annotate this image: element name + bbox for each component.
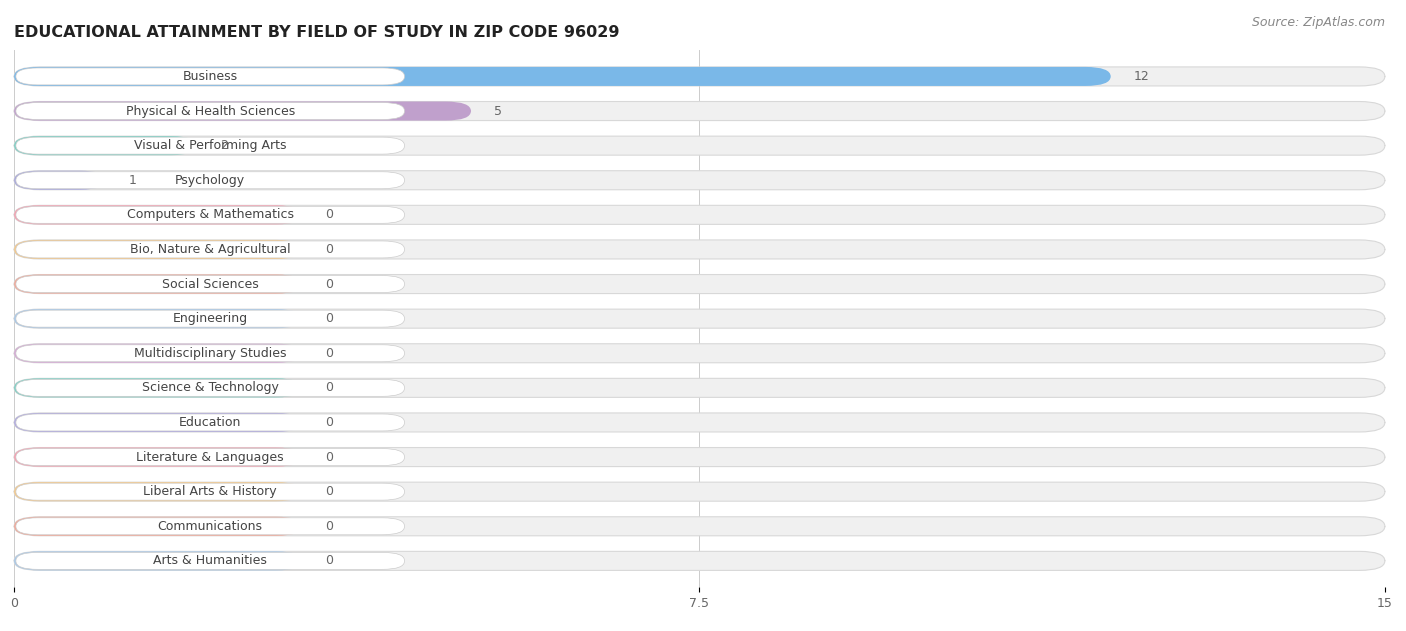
FancyBboxPatch shape (14, 517, 1385, 536)
FancyBboxPatch shape (14, 274, 302, 293)
Text: Computers & Mathematics: Computers & Mathematics (127, 208, 294, 221)
FancyBboxPatch shape (14, 482, 302, 501)
Text: Source: ZipAtlas.com: Source: ZipAtlas.com (1251, 16, 1385, 29)
Text: Visual & Performing Arts: Visual & Performing Arts (134, 139, 287, 152)
FancyBboxPatch shape (14, 344, 1385, 363)
FancyBboxPatch shape (14, 136, 1385, 155)
FancyBboxPatch shape (14, 240, 1385, 259)
Text: Science & Technology: Science & Technology (142, 381, 278, 394)
FancyBboxPatch shape (14, 309, 302, 328)
FancyBboxPatch shape (14, 379, 302, 398)
FancyBboxPatch shape (14, 240, 302, 259)
FancyBboxPatch shape (15, 414, 405, 431)
FancyBboxPatch shape (15, 103, 405, 119)
FancyBboxPatch shape (15, 449, 405, 466)
FancyBboxPatch shape (14, 274, 1385, 293)
FancyBboxPatch shape (15, 379, 405, 396)
FancyBboxPatch shape (15, 68, 405, 85)
FancyBboxPatch shape (15, 172, 405, 189)
FancyBboxPatch shape (14, 551, 302, 570)
FancyBboxPatch shape (15, 345, 405, 362)
FancyBboxPatch shape (14, 205, 302, 225)
FancyBboxPatch shape (14, 171, 105, 190)
Text: Multidisciplinary Studies: Multidisciplinary Studies (134, 347, 287, 360)
FancyBboxPatch shape (15, 276, 405, 293)
FancyBboxPatch shape (14, 517, 302, 536)
Text: Engineering: Engineering (173, 312, 247, 325)
FancyBboxPatch shape (15, 206, 405, 223)
FancyBboxPatch shape (14, 482, 1385, 501)
FancyBboxPatch shape (15, 310, 405, 327)
Text: Communications: Communications (157, 520, 263, 533)
FancyBboxPatch shape (15, 137, 405, 154)
Text: 1: 1 (128, 174, 136, 187)
FancyBboxPatch shape (14, 447, 1385, 466)
FancyBboxPatch shape (14, 413, 1385, 432)
Text: Arts & Humanities: Arts & Humanities (153, 555, 267, 567)
Text: 5: 5 (494, 105, 502, 117)
Text: Psychology: Psychology (176, 174, 245, 187)
Text: 0: 0 (325, 347, 333, 360)
Text: 0: 0 (325, 278, 333, 290)
FancyBboxPatch shape (14, 136, 197, 155)
Text: 0: 0 (325, 381, 333, 394)
FancyBboxPatch shape (15, 552, 405, 569)
Text: 12: 12 (1133, 70, 1149, 83)
FancyBboxPatch shape (14, 551, 1385, 570)
Text: 0: 0 (325, 520, 333, 533)
FancyBboxPatch shape (14, 102, 1385, 121)
FancyBboxPatch shape (14, 67, 1385, 86)
Text: Education: Education (179, 416, 242, 429)
Text: 0: 0 (325, 555, 333, 567)
FancyBboxPatch shape (14, 413, 302, 432)
Text: Liberal Arts & History: Liberal Arts & History (143, 485, 277, 498)
FancyBboxPatch shape (14, 102, 471, 121)
Text: 0: 0 (325, 208, 333, 221)
Text: Physical & Health Sciences: Physical & Health Sciences (125, 105, 295, 117)
Text: Business: Business (183, 70, 238, 83)
Text: 0: 0 (325, 485, 333, 498)
FancyBboxPatch shape (14, 344, 302, 363)
Text: Bio, Nature & Agricultural: Bio, Nature & Agricultural (129, 243, 291, 256)
FancyBboxPatch shape (14, 379, 1385, 398)
FancyBboxPatch shape (15, 518, 405, 534)
FancyBboxPatch shape (14, 205, 1385, 225)
Text: 0: 0 (325, 451, 333, 464)
FancyBboxPatch shape (14, 171, 1385, 190)
Text: Literature & Languages: Literature & Languages (136, 451, 284, 464)
FancyBboxPatch shape (14, 447, 302, 466)
FancyBboxPatch shape (14, 67, 1111, 86)
Text: 0: 0 (325, 416, 333, 429)
Text: 0: 0 (325, 312, 333, 325)
Text: Social Sciences: Social Sciences (162, 278, 259, 290)
Text: 0: 0 (325, 243, 333, 256)
FancyBboxPatch shape (15, 241, 405, 258)
FancyBboxPatch shape (14, 309, 1385, 328)
Text: 2: 2 (219, 139, 228, 152)
Text: EDUCATIONAL ATTAINMENT BY FIELD OF STUDY IN ZIP CODE 96029: EDUCATIONAL ATTAINMENT BY FIELD OF STUDY… (14, 25, 620, 40)
FancyBboxPatch shape (15, 483, 405, 500)
